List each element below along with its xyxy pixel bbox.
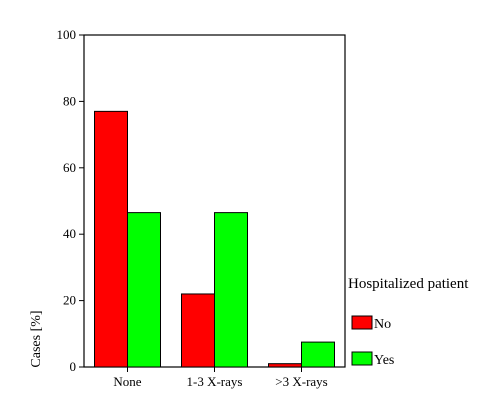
x-tick-label: 1-3 X-rays — [187, 374, 243, 389]
y-tick-label: 0 — [70, 359, 77, 374]
x-axis: None 1-3 X-rays >3 X-rays — [113, 367, 328, 389]
y-tick-label: 20 — [63, 293, 76, 308]
x-tick-label: >3 X-rays — [275, 374, 327, 389]
x-tick-label: None — [113, 374, 141, 389]
legend-swatch-no — [351, 315, 373, 330]
legend-swatch-yes — [351, 351, 373, 366]
legend: Hospitalized patient No Yes — [348, 276, 469, 368]
legend-title: Hospitalized patient — [348, 276, 469, 292]
bar-yes-2 — [214, 212, 248, 368]
y-tick-label: 100 — [57, 27, 77, 42]
bars — [94, 110, 335, 368]
bar-no-3 — [268, 363, 302, 368]
bar-no-2 — [181, 293, 215, 368]
bar-yes-3 — [301, 341, 335, 368]
y-axis-title: Cases [%] — [29, 310, 44, 367]
y-tick-label: 80 — [63, 93, 76, 108]
y-tick-label: 40 — [63, 226, 76, 241]
legend-label-no: No — [374, 317, 391, 332]
bar-no-1 — [94, 110, 128, 368]
y-tick-label: 60 — [63, 160, 76, 175]
bar-yes-1 — [127, 212, 161, 368]
y-axis: 0 20 40 60 80 100 — [57, 27, 84, 374]
legend-label-yes: Yes — [374, 353, 394, 368]
